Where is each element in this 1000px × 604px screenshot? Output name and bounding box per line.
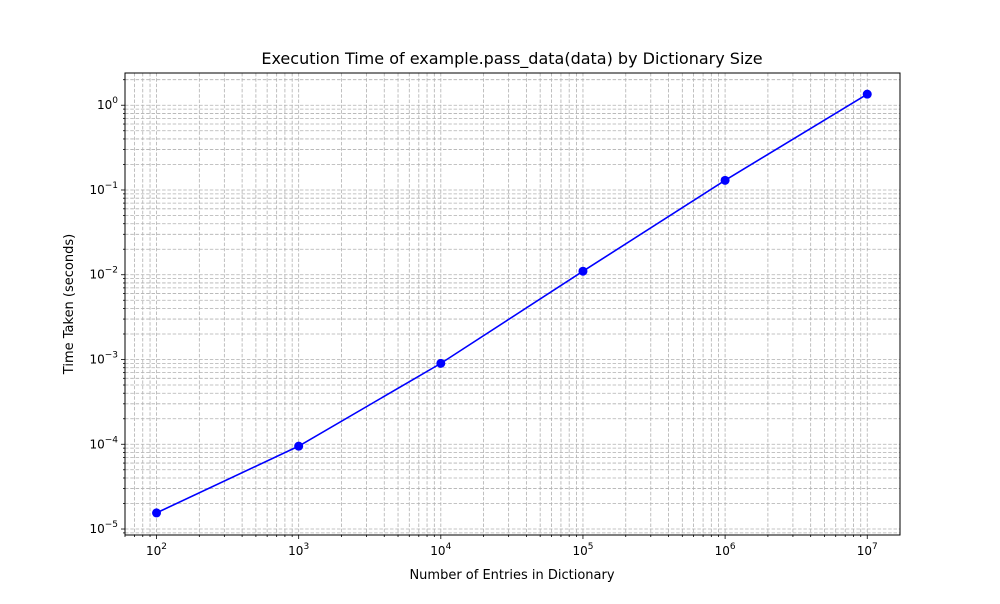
x-tick-label: 107 <box>857 542 878 558</box>
y-tick-label: 10−5 <box>89 520 118 536</box>
y-tick-label: 10−2 <box>89 266 118 282</box>
chart-title: Execution Time of example.pass_data(data… <box>261 49 762 69</box>
data-point <box>720 175 730 185</box>
y-axis-ticks: 10−5 10−4 10−3 10−2 10−1 100 <box>89 79 125 536</box>
x-axis-label: Number of Entries in Dictionary <box>409 568 614 583</box>
data-point <box>436 358 446 368</box>
x-tick-label: 102 <box>146 542 167 558</box>
data-point <box>578 266 588 276</box>
grid <box>124 73 900 535</box>
x-tick-label: 105 <box>572 542 593 558</box>
y-tick-label: 10−4 <box>89 435 118 451</box>
x-tick-label: 104 <box>430 542 451 558</box>
y-axis-label: Time Taken (seconds) <box>62 234 77 375</box>
x-tick-label: 106 <box>715 542 736 558</box>
x-axis-ticks: 102 103 104 105 106 107 <box>124 535 878 558</box>
data-point <box>862 89 872 99</box>
data-point <box>294 441 304 451</box>
plot-frame <box>124 72 901 536</box>
y-tick-label: 100 <box>97 96 118 112</box>
x-tick-label: 103 <box>288 542 309 558</box>
series-layer <box>152 89 872 518</box>
y-tick-label: 10−3 <box>89 351 118 367</box>
y-tick-label: 10−1 <box>89 181 118 197</box>
series-line <box>156 93 868 514</box>
data-point <box>152 508 162 518</box>
